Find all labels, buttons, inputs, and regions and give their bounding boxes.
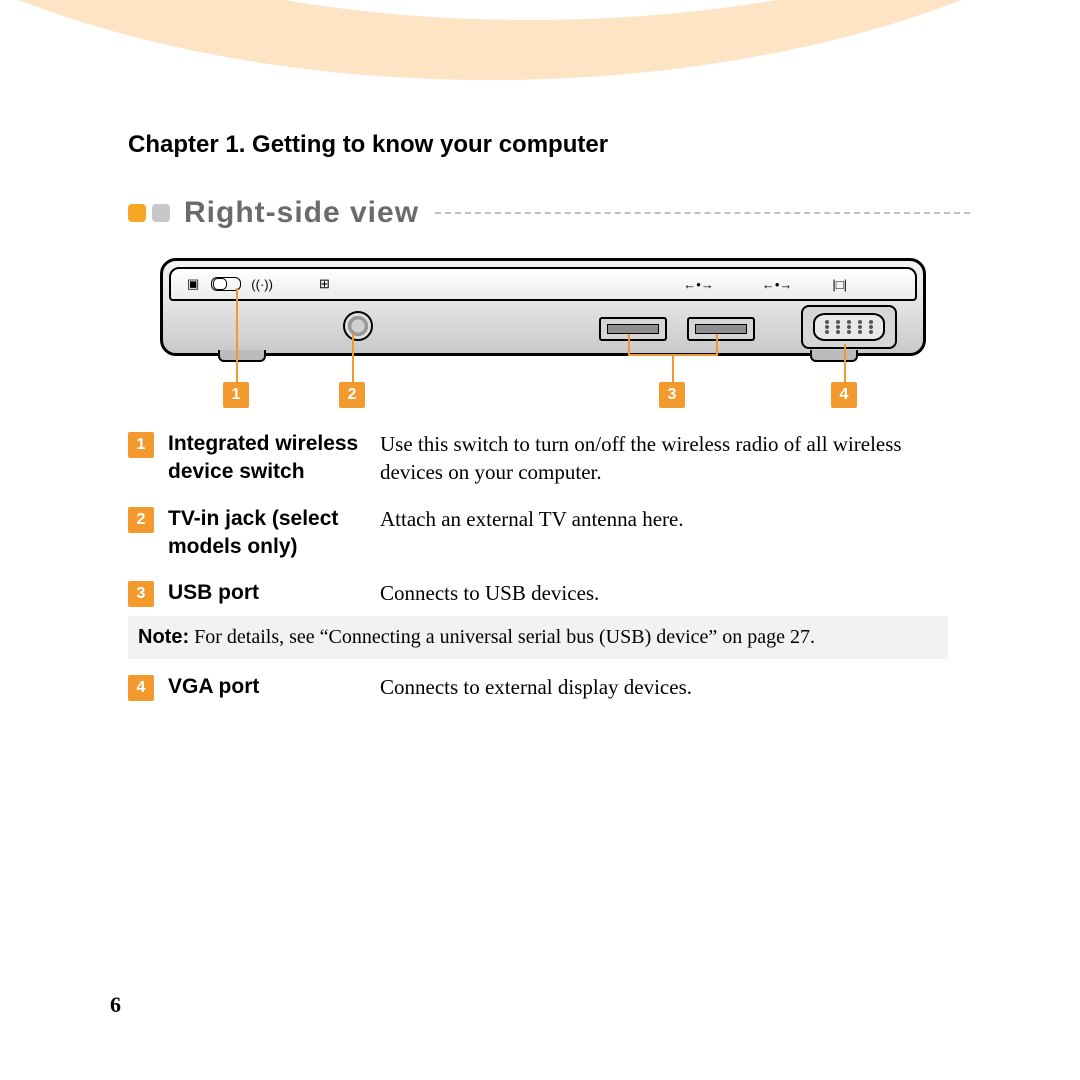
leader-3c bbox=[672, 354, 674, 382]
item-term-2: TV-in jack (select models only) bbox=[168, 505, 380, 562]
item-def-2: Attach an external TV antenna here. bbox=[380, 505, 948, 562]
item-number-3: 3 bbox=[128, 581, 154, 607]
tv-in-jack-port bbox=[343, 311, 373, 341]
item-number-2: 2 bbox=[128, 507, 154, 533]
section-title: Right-side view bbox=[184, 196, 419, 230]
item-number-4: 4 bbox=[128, 675, 154, 701]
item-row-1: 1 Integrated wireless device switch Use … bbox=[128, 430, 948, 487]
note-box: Note: For details, see “Connecting a uni… bbox=[128, 616, 948, 659]
usb-port-1 bbox=[599, 317, 667, 341]
item-number-1: 1 bbox=[128, 432, 154, 458]
item-def-4: Connects to external display devices. bbox=[380, 673, 948, 701]
diagram-callout-3: 3 bbox=[659, 382, 685, 408]
laptop-body: ▣ ((·)) ⊞ ←•→ ←•→ |□| bbox=[160, 258, 926, 356]
vga-port bbox=[801, 305, 897, 349]
document-page: Chapter 1. Getting to know your computer… bbox=[0, 0, 1080, 1080]
item-row-3: 3 USB port Connects to USB devices. bbox=[128, 579, 948, 607]
item-term-3: USB port bbox=[168, 579, 380, 607]
diagram-callout-2: 2 bbox=[339, 382, 365, 408]
item-term-1: Integrated wireless device switch bbox=[168, 430, 380, 487]
item-row-4: 4 VGA port Connects to external display … bbox=[128, 673, 948, 701]
diagram-callout-1: 1 bbox=[223, 382, 249, 408]
icon-label-row: ▣ ((·)) ⊞ ←•→ ←•→ |□| bbox=[187, 275, 899, 293]
item-row-2: 2 TV-in jack (select models only) Attach… bbox=[128, 505, 948, 562]
leader-1 bbox=[236, 288, 238, 382]
section-dash-rule bbox=[435, 212, 970, 214]
leader-3b bbox=[716, 334, 718, 354]
item-term-4: VGA port bbox=[168, 673, 380, 701]
leader-2 bbox=[352, 334, 354, 382]
monitor-icon: ▣ bbox=[187, 276, 199, 292]
leader-3a bbox=[628, 334, 630, 354]
laptop-foot-right bbox=[810, 350, 858, 362]
description-list: 1 Integrated wireless device switch Use … bbox=[128, 430, 948, 719]
section-bullet-orange bbox=[128, 204, 146, 222]
laptop-foot-left bbox=[218, 350, 266, 362]
chapter-heading: Chapter 1. Getting to know your computer bbox=[128, 131, 608, 159]
section-heading-row: Right-side view bbox=[128, 196, 970, 230]
diagram-callout-4: 4 bbox=[831, 382, 857, 408]
wifi-icon: ((·)) bbox=[251, 277, 273, 292]
usb-port-2 bbox=[687, 317, 755, 341]
item-def-3: Connects to USB devices. bbox=[380, 579, 948, 607]
note-label: Note: bbox=[138, 626, 189, 648]
note-text: For details, see “Connecting a universal… bbox=[189, 626, 815, 648]
item-def-1: Use this switch to turn on/off the wirel… bbox=[380, 430, 948, 487]
tv-icon: ⊞ bbox=[319, 276, 330, 292]
leader-4 bbox=[844, 344, 846, 382]
vga-icon: |□| bbox=[832, 277, 847, 292]
laptop-side-diagram: ▣ ((·)) ⊞ ←•→ ←•→ |□| bbox=[160, 258, 920, 408]
page-number: 6 bbox=[110, 992, 121, 1018]
usb-icon-2: ←•→ bbox=[762, 277, 793, 292]
usb-icon-1: ←•→ bbox=[683, 277, 714, 292]
section-bullet-grey bbox=[152, 204, 170, 222]
